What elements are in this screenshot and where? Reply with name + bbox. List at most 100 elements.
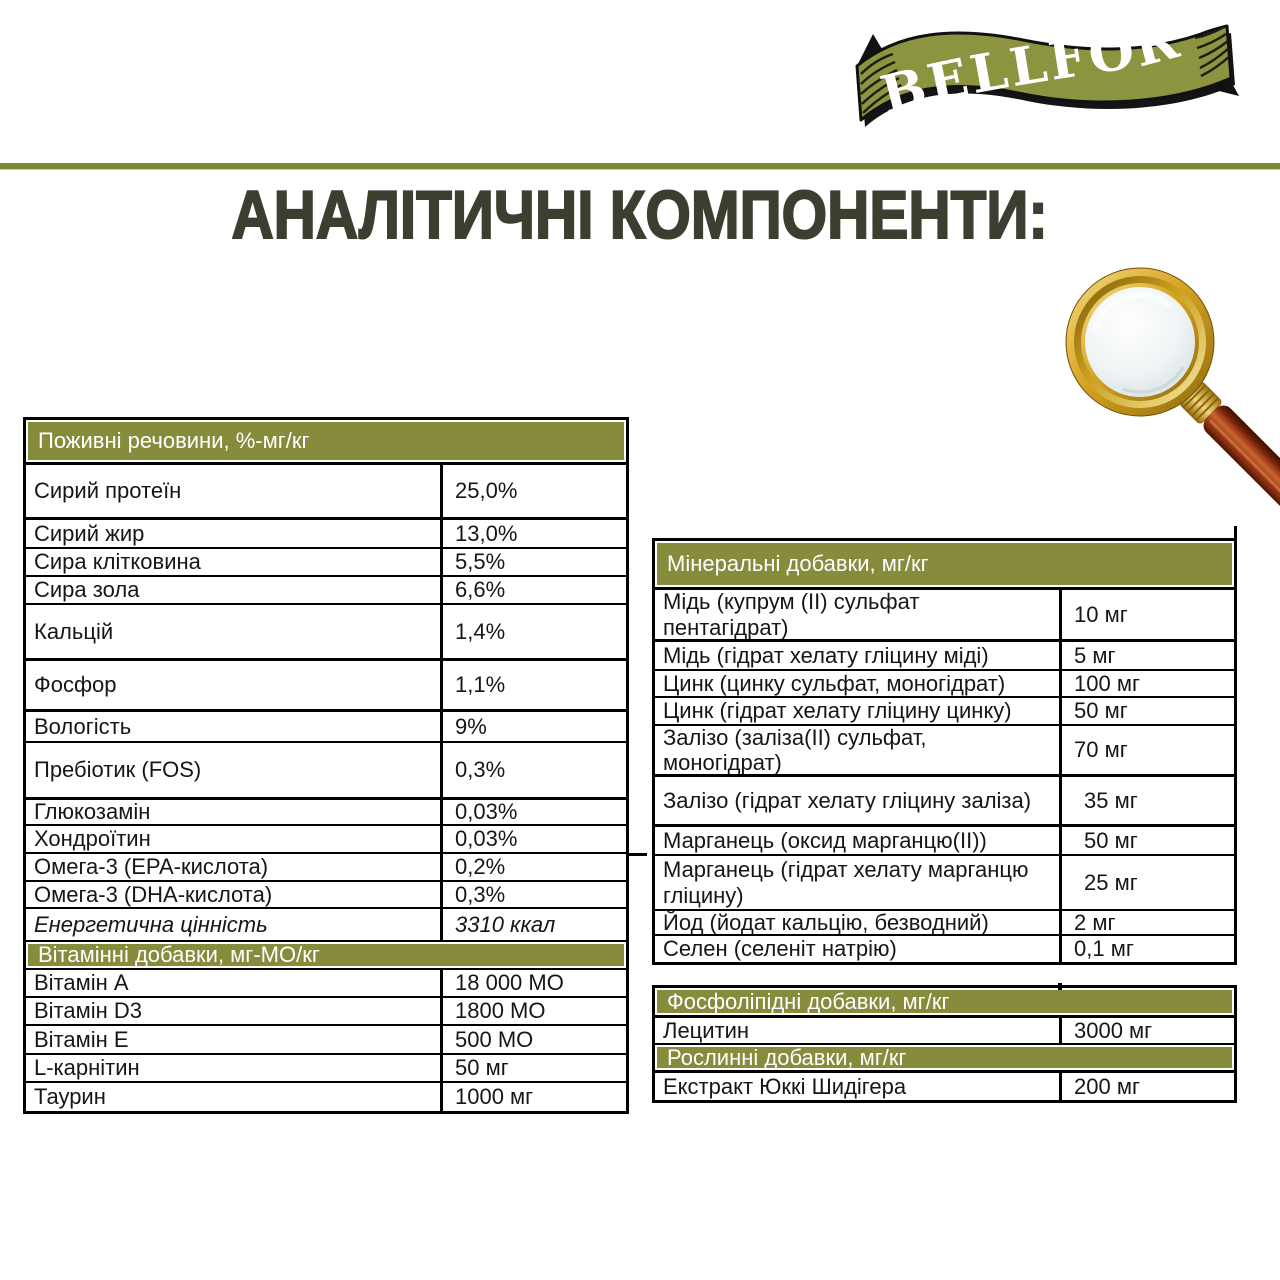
table-row: Сира клітковина 5,5% bbox=[26, 547, 626, 575]
row-label: Таурин bbox=[26, 1083, 443, 1111]
table-row: Марганець (гідрат хелату марганцю гліцин… bbox=[655, 854, 1234, 909]
row-value: 1,1% bbox=[455, 672, 506, 697]
vitamins-table-header: Вітамінні добавки, мг-МО/кг bbox=[26, 940, 626, 968]
bellfor-logo: BELLFOR bbox=[855, 12, 1239, 127]
table-row: Омега-3 (EPA-кислота) 0,2% bbox=[26, 852, 626, 880]
row-value: 25,0% bbox=[455, 478, 518, 503]
table-row: Сирий протеїн 25,0% bbox=[26, 462, 626, 517]
row-label: Вітамін D3 bbox=[26, 998, 443, 1024]
table-row: Залізо (гідрат хелату гліцину заліза) 35… bbox=[655, 774, 1234, 824]
row-label: Сира зола bbox=[26, 577, 443, 603]
row-label: Хондроїтин bbox=[26, 826, 443, 852]
table-row: Залізо (заліза(II) сульфат, моногідрат) … bbox=[655, 724, 1234, 774]
row-label: Вологість bbox=[26, 712, 443, 741]
row-label: Омега-3 (EPA-кислота) bbox=[26, 854, 443, 880]
row-label: Марганець (гідрат хелату марганцю гліцин… bbox=[655, 856, 1062, 909]
botanicals-header-label: Рослинні добавки, мг/кг bbox=[667, 1044, 907, 1070]
row-value: 18 000 МО bbox=[455, 970, 564, 995]
logo-ribbon-curl bbox=[857, 34, 885, 66]
row-value: 3310 ккал bbox=[455, 911, 556, 937]
top-divider-rule bbox=[0, 163, 1280, 170]
row-value: 0,03% bbox=[455, 826, 518, 851]
row-label: Залізо (заліза(II) сульфат, моногідрат) bbox=[655, 726, 1062, 774]
minerals-header-label: Мінеральні добавки, мг/кг bbox=[667, 551, 929, 576]
table-row: Вітамін E 500 МО bbox=[26, 1024, 626, 1053]
row-label: Пребіотик (FOS) bbox=[26, 743, 443, 797]
additives-table: Фосфоліпідні добавки, мг/кг Лецитин 3000… bbox=[652, 985, 1237, 1103]
row-value: 2 мг bbox=[1074, 911, 1116, 934]
minerals-table: Мінеральні добавки, мг/кг Мідь (купрум (… bbox=[652, 538, 1237, 965]
row-value: 100 мг bbox=[1074, 671, 1140, 696]
table-row: Лецитин 3000 мг bbox=[655, 1015, 1234, 1043]
row-value: 200 мг bbox=[1074, 1073, 1140, 1099]
row-label: Енергетична цінність bbox=[26, 909, 443, 940]
minerals-table-header: Мінеральні добавки, мг/кг bbox=[655, 541, 1234, 587]
table-row: Сира зола 6,6% bbox=[26, 575, 626, 603]
logo-ribbon-hatching bbox=[860, 25, 1231, 114]
vitamins-header-label: Вітамінні добавки, мг-МО/кг bbox=[38, 942, 320, 967]
row-value: 0,03% bbox=[455, 800, 518, 824]
table-row: Йод (йодат кальцію, безводний) 2 мг bbox=[655, 909, 1234, 934]
row-label: Фосфор bbox=[26, 661, 443, 709]
row-label: Вітамін A bbox=[26, 970, 443, 996]
row-label: Мідь (купрум (II) сульфат пентагідрат) bbox=[655, 590, 1062, 639]
row-value: 13,0% bbox=[455, 520, 518, 546]
row-value: 0,3% bbox=[455, 757, 506, 782]
botanicals-table-header: Рослинні добавки, мг/кг bbox=[655, 1043, 1234, 1070]
table-row: Цинк (гідрат хелату гліцину цинку) 50 мг bbox=[655, 696, 1234, 724]
table-row: Вітамін A 18 000 МО bbox=[26, 968, 626, 996]
row-label: Цинк (цинку сульфат, моногідрат) bbox=[655, 671, 1062, 696]
row-label: Сирий протеїн bbox=[26, 465, 443, 517]
table-row: Екстракт Юккі Шидігера 200 мг bbox=[655, 1070, 1234, 1100]
row-value: 500 МО bbox=[455, 1026, 534, 1052]
row-value: 0,3% bbox=[455, 882, 506, 907]
phospholipids-table-header: Фосфоліпідні добавки, мг/кг bbox=[655, 988, 1234, 1015]
row-value: 25 мг bbox=[1084, 869, 1138, 895]
row-label: Сира клітковина bbox=[26, 549, 443, 575]
row-label: Мідь (гідрат хелату гліцину міді) bbox=[655, 642, 1062, 669]
row-value: 5,5% bbox=[455, 549, 506, 574]
table-row: Омега-3 (DHA-кислота) 0,3% bbox=[26, 880, 626, 907]
border-artifact-dash bbox=[627, 853, 647, 856]
page-title-text: АНАЛІТИЧНІ КОМПОНЕНТИ: bbox=[231, 177, 1049, 253]
table-row: Кальцій 1,4% bbox=[26, 603, 626, 658]
row-value: 0,2% bbox=[455, 854, 506, 879]
row-value: 3000 мг bbox=[1074, 1018, 1153, 1043]
table-row: Мідь (купрум (II) сульфат пентагідрат) 1… bbox=[655, 587, 1234, 639]
border-artifact-tick bbox=[1234, 526, 1237, 539]
page-title: АНАЛІТИЧНІ КОМПОНЕНТИ: bbox=[0, 177, 1280, 253]
nutrients-header-label: Поживні речовини, %-мг/кг bbox=[38, 428, 310, 453]
magnifier-lens bbox=[1085, 287, 1195, 397]
table-row: Глюкозамін 0,03% bbox=[26, 797, 626, 824]
table-row: Вітамін D3 1800 МО bbox=[26, 996, 626, 1024]
table-row: Хондроїтин 0,03% bbox=[26, 824, 626, 852]
magnifier-ring bbox=[1065, 267, 1215, 417]
table-row: Фосфор 1,1% bbox=[26, 658, 626, 709]
logo-ribbon-fold bbox=[1207, 74, 1239, 96]
row-label: Цинк (гідрат хелату гліцину цинку) bbox=[655, 698, 1062, 724]
row-label: Селен (селеніт натрію) bbox=[655, 936, 1062, 962]
table-row: L-карнітин 50 мг bbox=[26, 1053, 626, 1081]
table-row: Сирий жир 13,0% bbox=[26, 517, 626, 547]
table-row: Цинк (цинку сульфат, моногідрат) 100 мг bbox=[655, 669, 1234, 696]
row-value: 35 мг bbox=[1084, 787, 1138, 813]
border-artifact-notch bbox=[1058, 983, 1062, 990]
row-label: Залізо (гідрат хелату гліцину заліза) bbox=[655, 777, 1062, 824]
table-row: Пребіотик (FOS) 0,3% bbox=[26, 741, 626, 797]
row-value: 0,1 мг bbox=[1074, 936, 1134, 961]
row-value: 50 мг bbox=[455, 1055, 509, 1080]
row-value: 5 мг bbox=[1074, 642, 1116, 668]
table-row: Вологість 9% bbox=[26, 709, 626, 741]
logo-wordmark: BELLFOR bbox=[875, 12, 1188, 126]
row-value: 9% bbox=[455, 713, 487, 739]
magnifying-glass-icon bbox=[1065, 267, 1280, 558]
table-row: Таурин 1000 мг bbox=[26, 1081, 626, 1111]
row-value: 70 мг bbox=[1074, 737, 1128, 762]
logo-ribbon-band bbox=[855, 24, 1233, 122]
row-label: Кальцій bbox=[26, 605, 443, 658]
row-value: 1,4% bbox=[455, 618, 506, 644]
row-value: 50 мг bbox=[1074, 698, 1128, 723]
nutrients-table-header: Поживні речовини, %-мг/кг bbox=[26, 420, 626, 462]
row-value: 1000 мг bbox=[455, 1084, 534, 1109]
row-label: Сирий жир bbox=[26, 520, 443, 547]
